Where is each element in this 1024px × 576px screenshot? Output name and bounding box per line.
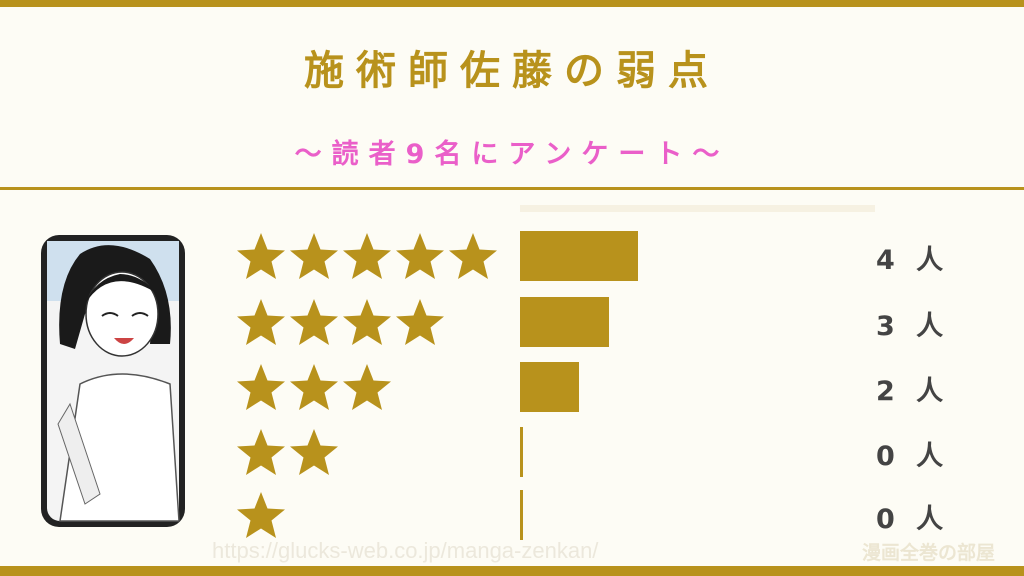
star-icon [343,233,391,279]
chart-row: 0 人 [0,485,1024,545]
count-label: 4 人 [876,245,950,276]
count-label: 2 人 [876,376,950,407]
star-icon [237,364,285,410]
star-icon [290,299,338,345]
star-rating [235,490,288,540]
count-label: 3 人 [876,311,950,342]
top-border [0,0,1024,7]
star-rating [235,231,500,281]
star-icon [396,233,444,279]
star-icon [290,429,338,475]
bar [520,427,523,477]
star-icon [343,299,391,345]
bar [520,231,638,281]
star-icon [237,299,285,345]
bar [520,297,609,347]
chart-row: 3 人 [0,292,1024,352]
star-icon [290,364,338,410]
star-icon [290,233,338,279]
star-icon [237,233,285,279]
star-icon [449,233,497,279]
bar-track [520,205,875,212]
star-icon [237,429,285,475]
phone-illustration [41,235,185,527]
source-url: https://glucks-web.co.jp/manga-zenkan/ [212,538,599,563]
divider [0,187,1024,190]
star-rating [235,362,394,412]
count-label: 0 人 [876,504,950,535]
bottom-border [0,566,1024,576]
chart-row: 2 人 [0,357,1024,417]
star-icon [343,364,391,410]
star-icon [237,492,285,538]
star-icon [396,299,444,345]
bar [520,362,579,412]
star-rating [235,297,447,347]
page-subtitle: 〜読者9名にアンケート〜 [294,139,730,170]
chart-row: 0 人 [0,422,1024,482]
page-title: 施術師佐藤の弱点 [304,48,720,94]
count-label: 0 人 [876,441,950,472]
watermark-logo: 漫画全巻の部屋 [862,542,996,564]
star-rating [235,427,341,477]
bar [520,490,523,540]
chart-row: 4 人 [0,226,1024,286]
